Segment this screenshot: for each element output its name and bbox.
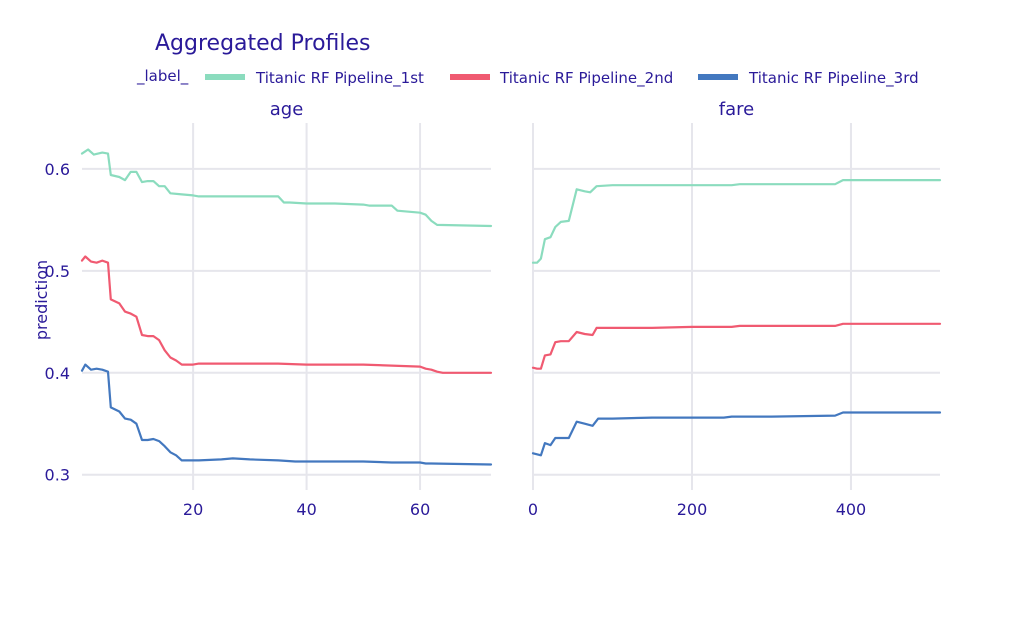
panel-fare: 0 200 400 fare bbox=[528, 99, 942, 519]
series-line-1st[interactable] bbox=[80, 148, 493, 228]
series-line-2nd[interactable] bbox=[531, 322, 942, 370]
series-line-3rd[interactable] bbox=[531, 411, 942, 457]
y-tick-label: 0.4 bbox=[45, 364, 70, 383]
x-tick-label: 60 bbox=[410, 500, 430, 519]
x-tick-label: 0 bbox=[528, 500, 538, 519]
y-axis-label: prediction bbox=[32, 260, 51, 340]
y-tick-label: 0.5 bbox=[45, 262, 70, 281]
series-line-2nd[interactable] bbox=[80, 255, 493, 374]
panel-age: 20 40 60 age bbox=[80, 99, 493, 519]
x-tick-label: 40 bbox=[296, 500, 316, 519]
legend-label-1st[interactable]: Titanic RF Pipeline_1st bbox=[255, 69, 424, 88]
legend-title: _label_ bbox=[136, 67, 189, 86]
x-tick-label: 20 bbox=[183, 500, 203, 519]
panel-subtitle: age bbox=[270, 99, 304, 120]
legend: _label_ Titanic RF Pipeline_1st Titanic … bbox=[136, 67, 919, 88]
x-tick-label: 200 bbox=[677, 500, 708, 519]
chart-title: Aggregated Profiles bbox=[155, 31, 371, 56]
series-line-3rd[interactable] bbox=[80, 363, 493, 466]
x-tick-label: 400 bbox=[836, 500, 867, 519]
legend-label-2nd[interactable]: Titanic RF Pipeline_2nd bbox=[499, 69, 673, 88]
series-line-1st[interactable] bbox=[531, 179, 942, 264]
y-tick-label: 0.3 bbox=[45, 466, 70, 485]
y-tick-label: 0.6 bbox=[45, 160, 70, 179]
panel-subtitle: fare bbox=[719, 99, 754, 120]
legend-label-3rd[interactable]: Titanic RF Pipeline_3rd bbox=[748, 69, 919, 88]
